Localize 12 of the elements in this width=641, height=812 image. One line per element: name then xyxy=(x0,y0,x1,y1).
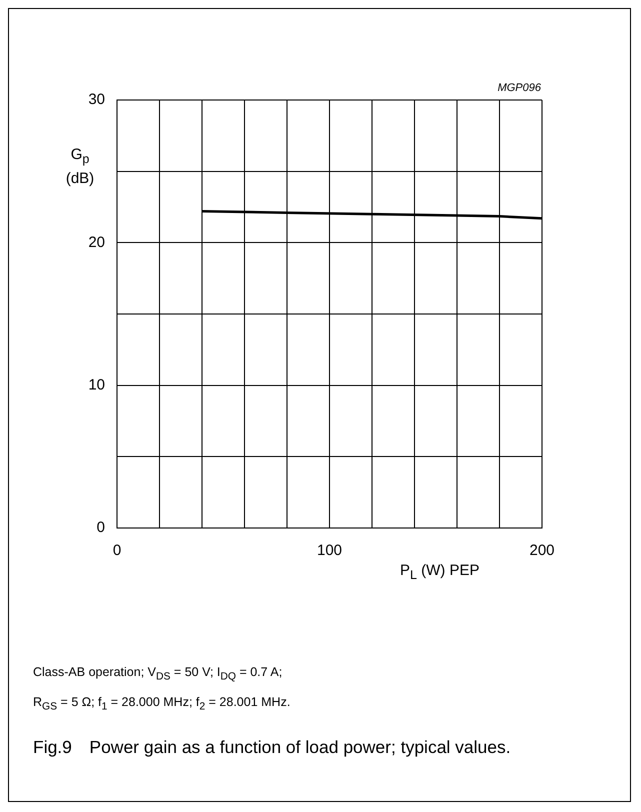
x-tick-label: 0 xyxy=(112,542,122,560)
x-axis-title: P$_{L}$ (W) PEP xyxy=(400,562,480,582)
y-tick-label: 0 xyxy=(96,519,105,536)
y-tick-label: 10 xyxy=(88,376,105,394)
text: MGP096 xyxy=(498,82,541,94)
y-tick-label: 20 xyxy=(88,234,105,251)
text: Fig.9 Power gain as a function of load power; typical values. xyxy=(33,736,512,759)
x-tick-label: 200 xyxy=(529,542,555,560)
x-tick-label: 100 xyxy=(316,542,342,560)
y-tick-label: 30 xyxy=(88,91,105,108)
y-axis-title: G$_{p}$ (dB) xyxy=(64,145,96,189)
text: Class-AB operation; V$_{DS}$ = 50 V; I$_{DQ}$ = 0.7 A; R$_{GS}$ = 5 Ω; f$_{1}$ = 28.000 MHz; f$_{2}$ = 28.001 MHz. xyxy=(33,665,290,712)
